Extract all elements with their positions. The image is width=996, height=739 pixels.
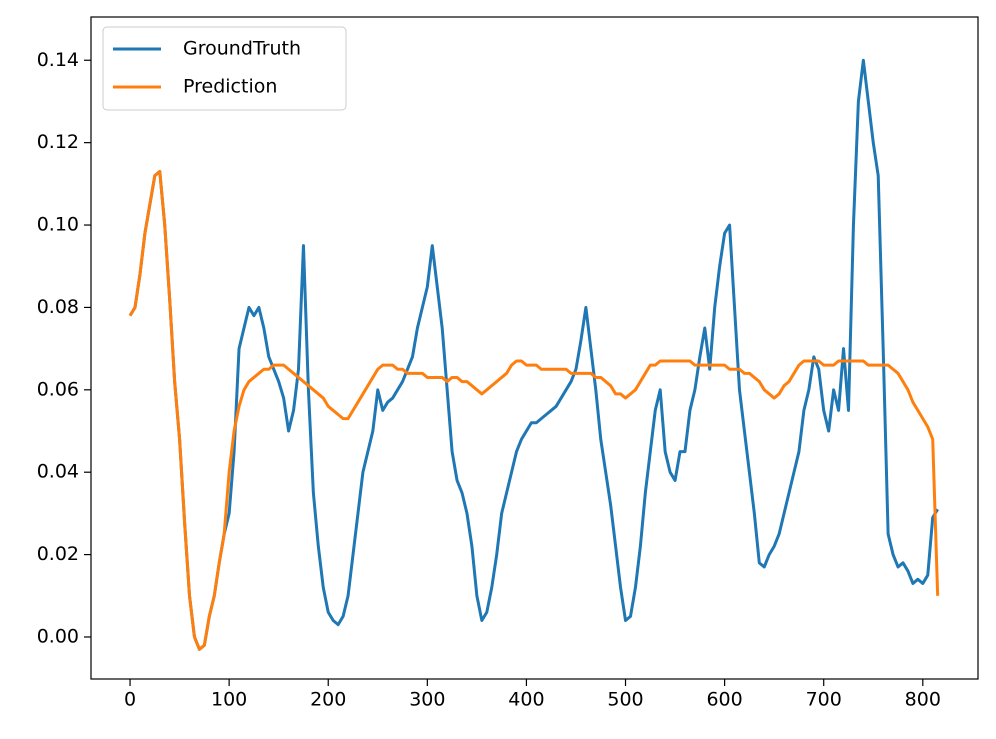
x-tick-label: 700: [806, 689, 842, 711]
x-tick-label: 200: [310, 689, 346, 711]
data-line: [128, 58, 939, 651]
x-tick-label: 100: [211, 689, 247, 711]
x-tick-label: 400: [508, 689, 544, 711]
y-tick-label: 0.08: [37, 296, 79, 318]
y-tick-label: 0.00: [37, 625, 79, 647]
data-line: [128, 169, 940, 651]
legend-label: GroundTruth: [183, 38, 301, 60]
x-tick-label: 600: [706, 689, 742, 711]
y-tick-label: 0.10: [37, 214, 79, 236]
y-tick-label: 0.06: [37, 378, 79, 400]
x-tick-label: 500: [607, 689, 643, 711]
y-tick-label: 0.02: [37, 543, 79, 565]
x-tick-label: 0: [124, 689, 136, 711]
y-tick-label: 0.12: [37, 131, 79, 153]
x-tick-label: 800: [905, 689, 941, 711]
x-tick-label: 300: [409, 689, 445, 711]
y-tick-label: 0.14: [37, 49, 79, 71]
legend-box: [102, 26, 347, 111]
plot-frame: [90, 16, 979, 680]
legend-label: Prediction: [183, 76, 277, 98]
y-tick-label: 0.04: [37, 461, 79, 483]
